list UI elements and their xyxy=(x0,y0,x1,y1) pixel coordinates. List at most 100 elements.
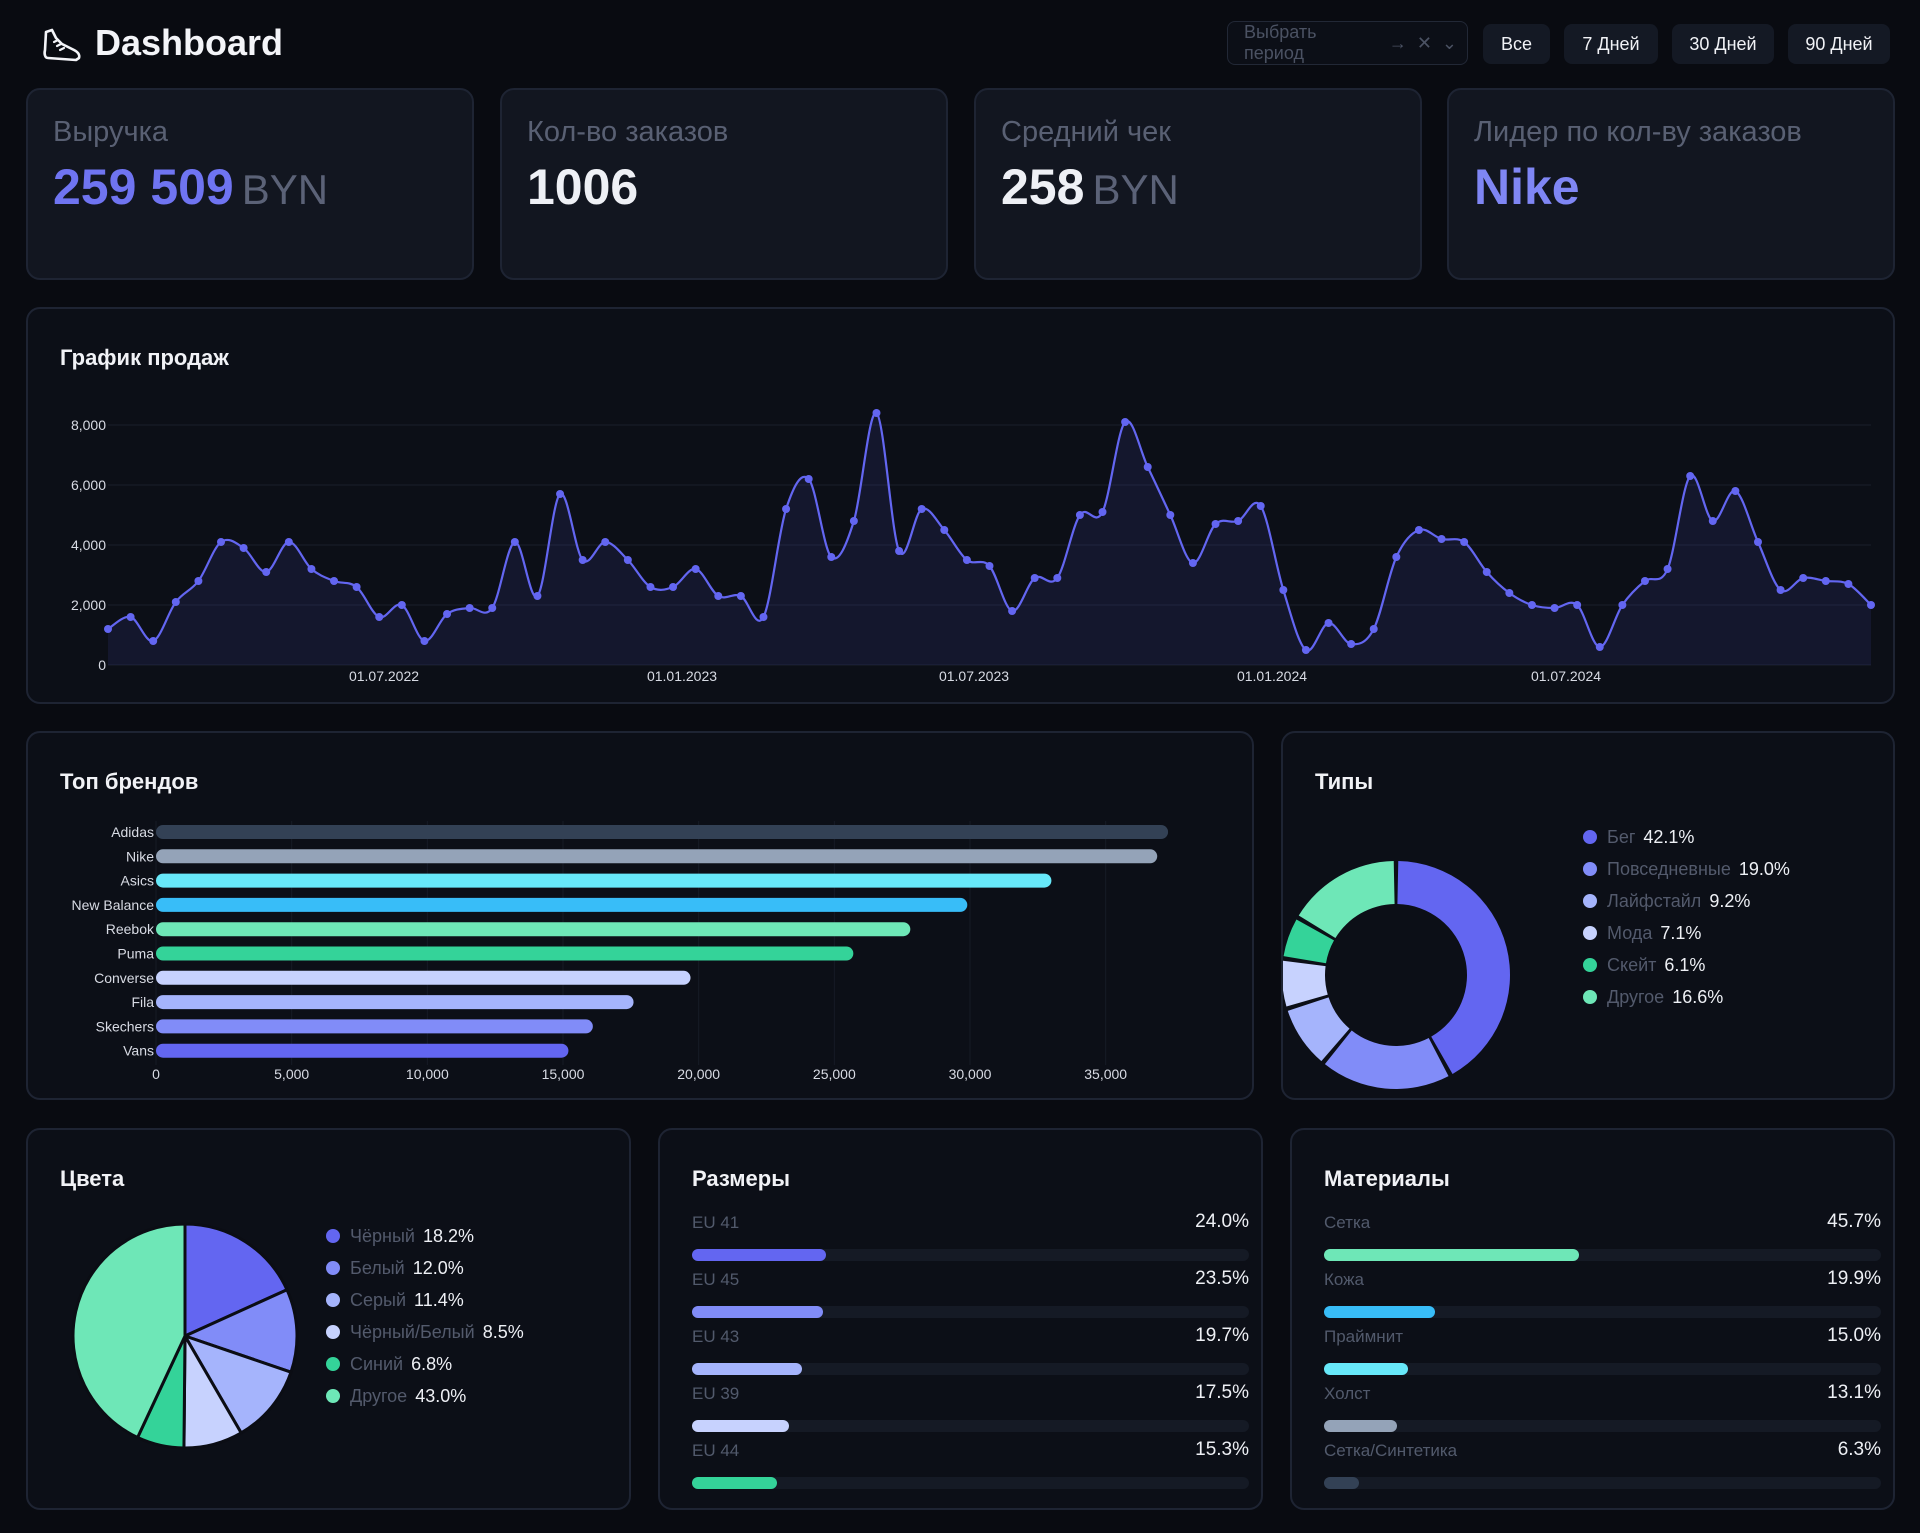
data-point xyxy=(1392,553,1401,561)
data-point xyxy=(239,544,248,552)
data-point xyxy=(1618,601,1627,609)
legend-label: Повседневные xyxy=(1607,858,1731,879)
legend-label: Скейт xyxy=(1607,954,1657,975)
data-point xyxy=(420,637,429,645)
progress-fill xyxy=(692,1477,778,1489)
progress-value: 17.5% xyxy=(1195,1382,1249,1403)
card-title: Цвета xyxy=(60,1166,125,1191)
data-point xyxy=(149,637,158,645)
legend-item: Серый 11.4% xyxy=(326,1284,524,1316)
legend-value: 8.5% xyxy=(482,1321,524,1342)
legend-value: 12.0% xyxy=(412,1257,464,1278)
data-point xyxy=(1188,559,1197,567)
filter-7-days-button[interactable]: 7 Дней xyxy=(1564,24,1658,64)
filter-all-button[interactable]: Все xyxy=(1483,24,1550,64)
kpi-value: Nike xyxy=(1474,159,1580,215)
data-point xyxy=(1075,511,1084,519)
legend-label: Белый xyxy=(350,1257,405,1278)
legend-item: Белый 12.0% xyxy=(326,1252,524,1284)
sales-chart: 0 2,000 4,000 6,000 8,000 01.07.2022 01.01.202… xyxy=(71,409,1875,684)
kpi-label: Лидер по кол-ву заказов xyxy=(1474,116,1802,148)
period-picker[interactable]: Выбрать период → ✕ ⌄ xyxy=(1227,21,1468,65)
data-point xyxy=(1301,646,1310,654)
legend-dot xyxy=(326,1229,340,1243)
data-point xyxy=(510,538,519,546)
filter-90-days-button[interactable]: 90 Дней xyxy=(1788,24,1890,64)
data-point xyxy=(782,505,791,513)
legend-label: Чёрный/Белый xyxy=(350,1321,475,1342)
card-title: Материалы xyxy=(1324,1166,1450,1191)
period-placeholder: Выбрать период xyxy=(1244,22,1317,63)
data-point xyxy=(1708,517,1717,525)
brand-bar xyxy=(156,1019,593,1034)
legend-label: Чёрный xyxy=(350,1225,415,1246)
legend-dot xyxy=(1583,830,1597,844)
progress-value: 23.5% xyxy=(1195,1268,1249,1289)
data-point xyxy=(601,538,610,546)
data-point xyxy=(1053,574,1062,582)
brand-label: Skechers xyxy=(96,1018,154,1034)
progress-fill xyxy=(1324,1420,1397,1432)
brand-label: Reebok xyxy=(106,921,155,937)
types-donut-chart xyxy=(1283,861,1510,1089)
brand-label: Nike xyxy=(126,848,154,864)
progress-label: Холст xyxy=(1324,1384,1371,1403)
legend-label: Лайфстайл xyxy=(1607,890,1702,911)
data-point xyxy=(1369,625,1378,633)
card-title: Типы xyxy=(1315,769,1374,794)
pie-slice xyxy=(1283,960,1328,1007)
x-tick-label: 01.07.2023 xyxy=(939,668,1009,684)
progress-fill xyxy=(692,1363,802,1375)
data-point xyxy=(669,583,678,591)
x-tick-label: 01.01.2023 xyxy=(647,668,717,684)
progress-fill xyxy=(692,1249,826,1261)
legend-label: Синий xyxy=(350,1353,404,1374)
data-point xyxy=(1844,580,1853,588)
clear-icon[interactable]: ✕ xyxy=(1416,32,1432,53)
filter-30-days-button[interactable]: 30 Дней xyxy=(1672,24,1774,64)
data-point xyxy=(126,613,135,621)
sales-line xyxy=(107,411,1872,652)
data-point xyxy=(940,526,949,534)
legend-dot xyxy=(326,1389,340,1403)
pie-slice xyxy=(1287,997,1350,1062)
brand-bar xyxy=(156,946,854,961)
legend-item: Другое 43.0% xyxy=(326,1380,524,1412)
legend-dot xyxy=(326,1261,340,1275)
legend-dot xyxy=(326,1325,340,1339)
data-point xyxy=(578,556,587,564)
card-title: Топ брендов xyxy=(60,769,199,794)
data-point xyxy=(194,577,203,585)
brand-bar xyxy=(156,1043,569,1058)
y-tick-label: 0 xyxy=(98,657,106,673)
data-point xyxy=(714,592,723,600)
data-point xyxy=(872,409,881,417)
legend-label: Другое xyxy=(350,1385,408,1406)
legend-value: 11.4% xyxy=(414,1289,464,1310)
progress-track xyxy=(1324,1477,1881,1489)
data-point xyxy=(736,592,745,600)
card-title: График продаж xyxy=(60,345,229,370)
progress-track xyxy=(1324,1420,1881,1432)
progress-label: EU 45 xyxy=(692,1270,740,1289)
chevron-down-icon[interactable]: ⌄ xyxy=(1441,32,1457,53)
data-point xyxy=(962,556,971,564)
progress-value: 15.3% xyxy=(1195,1439,1249,1460)
legend-item: Повседневные 19.0% xyxy=(1583,853,1790,885)
progress-fill xyxy=(1324,1249,1579,1261)
legend-value: 43.0% xyxy=(415,1385,467,1406)
progress-fill xyxy=(1324,1477,1360,1489)
data-point xyxy=(1098,508,1107,516)
progress-track xyxy=(692,1477,1249,1489)
x-tick-label: 5,000 xyxy=(274,1066,309,1082)
data-point xyxy=(171,598,180,606)
progress-value: 24.0% xyxy=(1195,1211,1249,1232)
data-point xyxy=(533,592,542,600)
x-tick-label: 20,000 xyxy=(677,1066,720,1082)
legend-value: 7.1% xyxy=(1660,922,1702,943)
x-tick-label: 10,000 xyxy=(406,1066,449,1082)
x-tick-label: 01.07.2024 xyxy=(1531,668,1601,684)
data-point xyxy=(1550,604,1559,612)
pie-slice xyxy=(1397,861,1510,1074)
pie-slice xyxy=(1298,861,1395,938)
